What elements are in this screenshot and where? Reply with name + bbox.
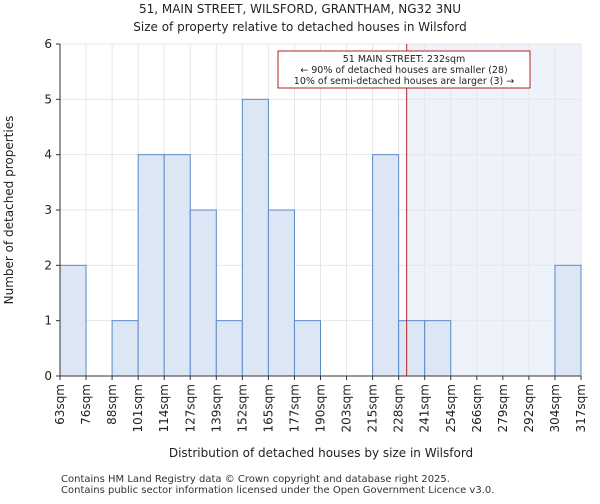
y-tick-label: 5 xyxy=(44,92,52,106)
x-tick-label: 63sqm xyxy=(53,384,67,425)
histogram-bar xyxy=(424,320,452,377)
y-axis-label: Number of detached properties xyxy=(2,116,16,305)
histogram-bar xyxy=(372,154,400,377)
annotation-line-3: 10% of semi-detached houses are larger (… xyxy=(294,76,514,87)
x-tick-label: 114sqm xyxy=(157,384,171,432)
histogram-bar xyxy=(137,154,165,377)
histogram-bar xyxy=(59,264,87,377)
y-tick-label: 6 xyxy=(44,37,52,51)
x-tick-label: 266sqm xyxy=(470,384,484,432)
histogram-bar xyxy=(111,320,139,377)
x-tick-label: 139sqm xyxy=(209,384,223,432)
y-tick-label: 0 xyxy=(44,369,52,383)
x-tick-label: 279sqm xyxy=(496,384,510,432)
x-tick-label: 165sqm xyxy=(261,384,275,432)
x-tick-label: 317sqm xyxy=(574,384,588,432)
x-tick-label: 76sqm xyxy=(79,384,93,425)
histogram-bar xyxy=(163,154,191,377)
y-tick-label: 3 xyxy=(44,203,52,217)
x-tick-label: 177sqm xyxy=(287,384,301,432)
x-tick-label: 152sqm xyxy=(235,384,249,432)
histogram-bar xyxy=(267,209,295,377)
chart-title: 51, MAIN STREET, WILSFORD, GRANTHAM, NG3… xyxy=(139,2,461,16)
histogram-bar xyxy=(189,209,217,377)
annotation-line-1: 51 MAIN STREET: 232sqm xyxy=(343,54,466,65)
histogram-bar xyxy=(554,264,582,377)
histogram-bar xyxy=(215,320,243,377)
x-tick-label: 304sqm xyxy=(548,384,562,432)
y-tick-label: 4 xyxy=(44,148,52,162)
x-tick-label: 228sqm xyxy=(392,384,406,432)
x-axis-label: Distribution of detached houses by size … xyxy=(169,446,473,460)
x-tick-label: 101sqm xyxy=(131,384,145,432)
annotation-line-2: ← 90% of detached houses are smaller (28… xyxy=(300,65,507,76)
x-tick-label: 292sqm xyxy=(522,384,536,432)
plot-area: 0 1 2 3 4 5 6 63sqm 76sqm 88sqm 101sqm 114sqm 127sqm… xyxy=(44,37,588,432)
footer-line-2: Contains public sector information licen… xyxy=(61,485,495,496)
x-tick-label: 241sqm xyxy=(418,384,432,432)
histogram-bar xyxy=(293,320,322,377)
x-tick-label: 203sqm xyxy=(340,384,354,432)
footer-line-1: Contains HM Land Registry data © Crown c… xyxy=(61,474,450,485)
y-tick-label: 2 xyxy=(44,258,52,272)
chart-subtitle: Size of property relative to detached ho… xyxy=(133,20,466,34)
x-tick-label: 127sqm xyxy=(183,384,197,432)
x-tick-label: 215sqm xyxy=(366,384,380,432)
x-tick-label: 254sqm xyxy=(444,384,458,432)
x-tick-label: 190sqm xyxy=(314,384,328,432)
annotation-box xyxy=(277,50,531,89)
histogram-bar xyxy=(398,320,426,377)
y-tick-label: 1 xyxy=(44,314,52,328)
histogram-bar xyxy=(241,98,269,377)
x-tick-label: 88sqm xyxy=(105,384,119,425)
